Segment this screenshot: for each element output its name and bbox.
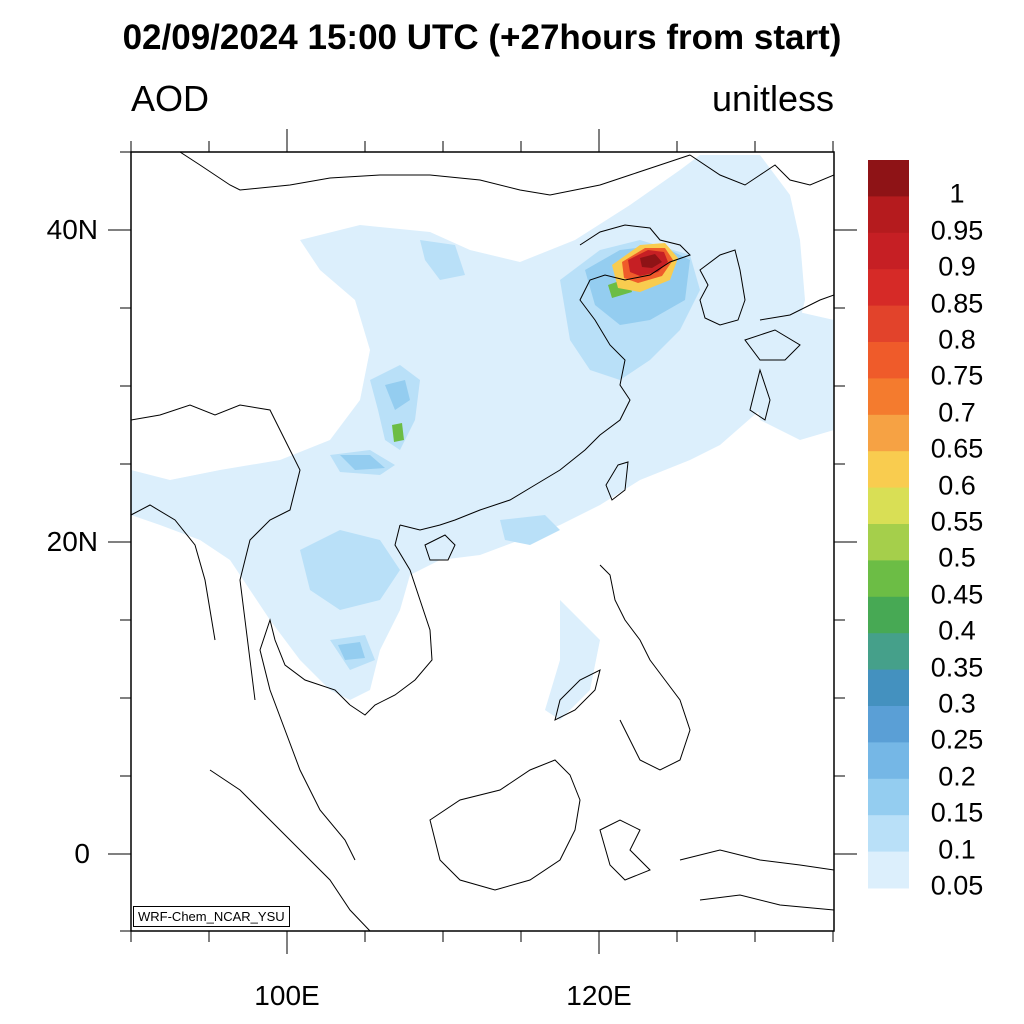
lat-label-40n: 40N: [46, 214, 98, 245]
colorbar-swatch-13: [868, 633, 909, 671]
aod-spot-green-1: [392, 423, 404, 442]
colorbar-swatch-4: [868, 305, 909, 343]
colorbar-label-14: 0.3: [938, 688, 976, 719]
colorbar-swatch-12: [868, 596, 909, 634]
aod-patch-mid-2: [385, 380, 410, 410]
colorbar-swatch-11: [868, 560, 909, 598]
aod-patch-pale-4: [300, 530, 400, 610]
colorbar-label-4: 0.8: [938, 324, 976, 355]
colorbar-label-18: 0.1: [938, 834, 976, 865]
colorbar-swatch-16: [868, 742, 909, 780]
colorbar-swatch-15: [868, 706, 909, 743]
colorbar-label-8: 0.6: [938, 470, 976, 501]
colorbar-label-6: 0.7: [938, 397, 976, 428]
aod-patch-mid-4: [338, 642, 365, 660]
colorbar-label-2: 0.9: [938, 251, 976, 282]
colorbar-swatch-5: [868, 342, 909, 379]
colorbar-swatch-1: [868, 196, 909, 234]
colorbar-swatch-10: [868, 524, 909, 561]
colorbar-label-15: 0.25: [930, 724, 984, 755]
colorbar-label-11: 0.45: [930, 579, 984, 610]
coastlines: [131, 152, 834, 931]
lat-label-0: 0: [74, 838, 90, 869]
aod-patch-pale-6: [500, 515, 560, 545]
colorbar: [868, 160, 909, 889]
lat-label-20n: 20N: [46, 526, 98, 557]
colorbar-swatch-9: [868, 487, 909, 525]
colorbar-label-12: 0.4: [938, 615, 976, 646]
colorbar-swatch-2: [868, 232, 909, 270]
colorbar-label-3: 0.85: [930, 288, 984, 319]
aod-region-sea: [545, 600, 600, 720]
colorbar-label-1: 0.95: [930, 215, 984, 246]
units-label: unitless: [711, 78, 834, 119]
colorbar-swatch-14: [868, 669, 909, 707]
colorbar-swatch-8: [868, 451, 909, 489]
colorbar-label-19: 0.05: [930, 870, 984, 901]
colorbar-label-17: 0.15: [930, 797, 984, 828]
colorbar-swatch-6: [868, 378, 909, 416]
colorbar-swatch-18: [868, 815, 909, 853]
colorbar-swatch-19: [868, 851, 909, 889]
variable-label: AOD: [131, 78, 210, 119]
aod-region-china: [131, 155, 805, 700]
colorbar-label-0: 1: [949, 178, 965, 209]
colorbar-swatch-3: [868, 269, 909, 307]
colorbar-label-5: 0.75: [930, 360, 984, 391]
lon-label-100e: 100E: [254, 980, 320, 1011]
colorbar-label-16: 0.2: [938, 761, 976, 792]
colorbar-label-13: 0.35: [930, 652, 984, 683]
aod-region-east: [740, 310, 834, 440]
aod-field: [131, 155, 834, 720]
model-credit: WRF-Chem_NCAR_YSU: [133, 906, 290, 927]
map-title: 02/09/2024 15:00 UTC (+27hours from star…: [122, 18, 842, 57]
colorbar-swatch-17: [868, 778, 909, 816]
lon-label-120e: 120E: [566, 980, 632, 1011]
colorbar-swatch-7: [868, 414, 909, 452]
aod-patch-mid-3: [340, 455, 385, 470]
colorbar-label-9: 0.55: [930, 506, 984, 537]
aod-hotspot-dark: [640, 254, 662, 268]
aod-patch-pale-7: [420, 240, 465, 280]
map-ticks: [108, 129, 857, 954]
colorbar-label-10: 0.5: [938, 542, 976, 573]
colorbar-swatch-0: [868, 160, 909, 197]
colorbar-label-7: 0.65: [930, 433, 984, 464]
